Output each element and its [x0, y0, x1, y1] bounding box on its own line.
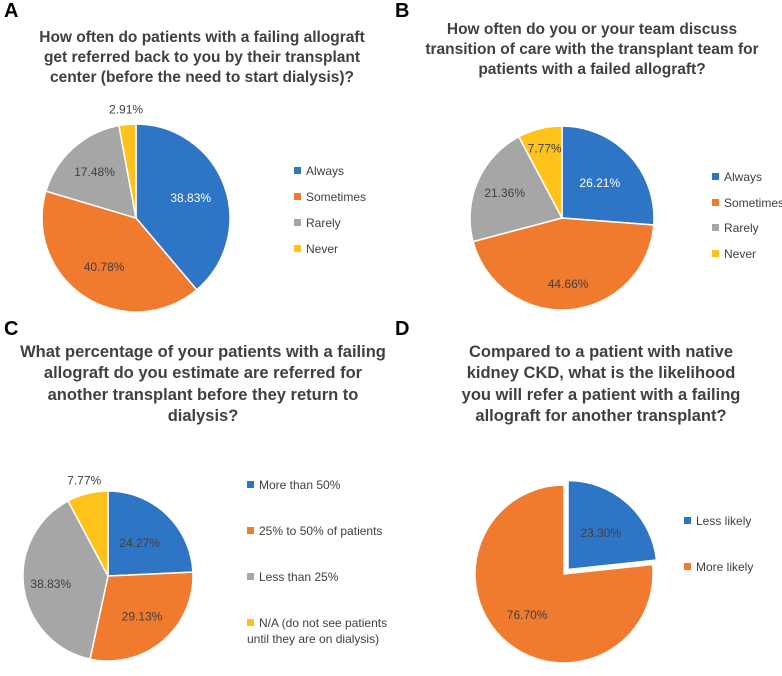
- legend-item: Rarely: [294, 216, 366, 242]
- data-label: 24.27%: [119, 536, 160, 550]
- legend-label: Rarely: [306, 216, 341, 230]
- legend-label: More than 50%: [259, 478, 341, 492]
- legend-label: Less than 25%: [259, 570, 339, 584]
- chart-title: Compared to a patient with native kidney…: [461, 343, 741, 426]
- legend-swatch: [712, 224, 719, 232]
- legend-swatch: [294, 193, 301, 201]
- panel-c: C What percentage of your patients with …: [0, 318, 391, 662]
- pie-chart: 24.27% 29.13% 38.83% 7.77%: [22, 473, 194, 662]
- legend-item: Never: [294, 242, 366, 268]
- legend: Always Sometimes Rarely Never: [712, 170, 782, 272]
- chart-title: How often do you or your team discuss tr…: [425, 21, 759, 79]
- legend-swatch: [247, 527, 254, 535]
- panel-letter: B: [395, 0, 410, 22]
- pie-slice-sometimes: [472, 217, 655, 311]
- pie-slice-never: [517, 125, 563, 219]
- legend-item: Sometimes: [294, 190, 366, 216]
- legend-label: 25% to 50% of patients: [259, 524, 383, 538]
- legend-label: More likely: [696, 560, 754, 574]
- pie-slice-sometimes: [41, 190, 198, 313]
- pie-slice-always: [561, 125, 655, 226]
- legend-item: Sometimes: [712, 196, 782, 222]
- legend-item: N/A (do not see patients until they are …: [247, 616, 397, 662]
- legend-item: Rarely: [712, 221, 782, 247]
- legend-label: Sometimes: [724, 195, 782, 210]
- legend-label: Less likely: [696, 514, 752, 528]
- pie-slice-never: [118, 123, 137, 219]
- pie-slice-n-a-do-not-see-patients-until-they-are-on-dialysis: [67, 490, 109, 577]
- legend-item: Less likely: [684, 514, 753, 560]
- pie-slice-rarely: [44, 124, 137, 220]
- legend-item: Always: [294, 164, 366, 190]
- panel-a: A How often do patients with a failing a…: [0, 0, 391, 326]
- legend-swatch: [712, 249, 719, 257]
- legend: Less likely More likely: [684, 514, 753, 606]
- data-label: 38.83%: [170, 191, 211, 205]
- panel-letter: D: [395, 318, 410, 340]
- pie-slice-more-than-50: [107, 490, 194, 577]
- pie-slice-always: [135, 123, 231, 291]
- data-label: 17.48%: [74, 165, 115, 179]
- legend-swatch: [684, 517, 691, 525]
- legend-item: 25% to 50% of patients: [247, 524, 397, 570]
- pie-chart: 38.83% 40.78% 17.48% 2.91%: [41, 102, 231, 313]
- legend-swatch: [247, 619, 254, 627]
- legend-item: More than 50%: [247, 478, 397, 524]
- legend-swatch: [294, 219, 301, 227]
- panel-d: D Compared to a patient with native kidn…: [391, 318, 782, 664]
- data-label: 26.21%: [579, 176, 620, 190]
- panel-b: B How often do you or your team discuss …: [391, 0, 782, 326]
- legend-swatch: [712, 173, 719, 181]
- legend-swatch: [247, 573, 254, 581]
- legend-swatch: [294, 167, 301, 175]
- legend-label: Always: [724, 170, 763, 184]
- data-label: 23.30%: [580, 526, 621, 540]
- legend-label: Sometimes: [306, 190, 367, 204]
- legend-label: Never: [306, 242, 339, 256]
- panel-letter: C: [4, 318, 19, 340]
- pie-slice-less-than-25: [22, 499, 109, 660]
- data-label: 38.83%: [30, 577, 71, 591]
- legend: More than 50% 25% to 50% of patients Les…: [247, 478, 397, 662]
- data-label: 76.70%: [507, 608, 548, 622]
- legend-item: Less than 25%: [247, 570, 397, 616]
- legend: Always Sometimes Rarely Never: [294, 164, 366, 268]
- pie-chart: 26.21% 44.66% 21.36% 7.77%: [469, 125, 655, 311]
- pie-slice-rarely: [469, 135, 564, 243]
- legend-item: Always: [712, 170, 782, 196]
- legend-swatch: [294, 245, 301, 253]
- chart-title: How often do patients with a failing all…: [39, 29, 365, 87]
- pie-slice-less-likely: [567, 479, 658, 571]
- legend-swatch: [247, 481, 254, 489]
- data-label: 7.77%: [528, 141, 562, 155]
- pie-chart: 23.30% 76.70%: [474, 479, 658, 664]
- panel-letter: A: [4, 0, 19, 22]
- data-label: 44.66%: [548, 277, 589, 291]
- pie-slice-more-likely: [474, 484, 654, 664]
- legend-label: Rarely: [724, 221, 759, 235]
- data-label: 7.77%: [67, 473, 101, 487]
- legend-label: Always: [306, 164, 345, 178]
- legend-swatch: [684, 563, 691, 571]
- data-label: 2.91%: [109, 102, 143, 116]
- legend-item: Never: [712, 247, 782, 273]
- legend-label: N/A (do not see patients until they are …: [247, 616, 388, 646]
- chart-title: What percentage of your patients with a …: [20, 343, 386, 426]
- data-label: 29.13%: [122, 609, 163, 623]
- data-label: 21.36%: [484, 186, 525, 200]
- legend-label: Never: [724, 246, 757, 261]
- legend-item: More likely: [684, 560, 753, 606]
- data-label: 40.78%: [84, 260, 125, 274]
- legend-swatch: [712, 198, 719, 206]
